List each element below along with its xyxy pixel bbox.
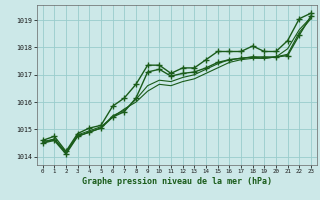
X-axis label: Graphe pression niveau de la mer (hPa): Graphe pression niveau de la mer (hPa): [82, 177, 272, 186]
